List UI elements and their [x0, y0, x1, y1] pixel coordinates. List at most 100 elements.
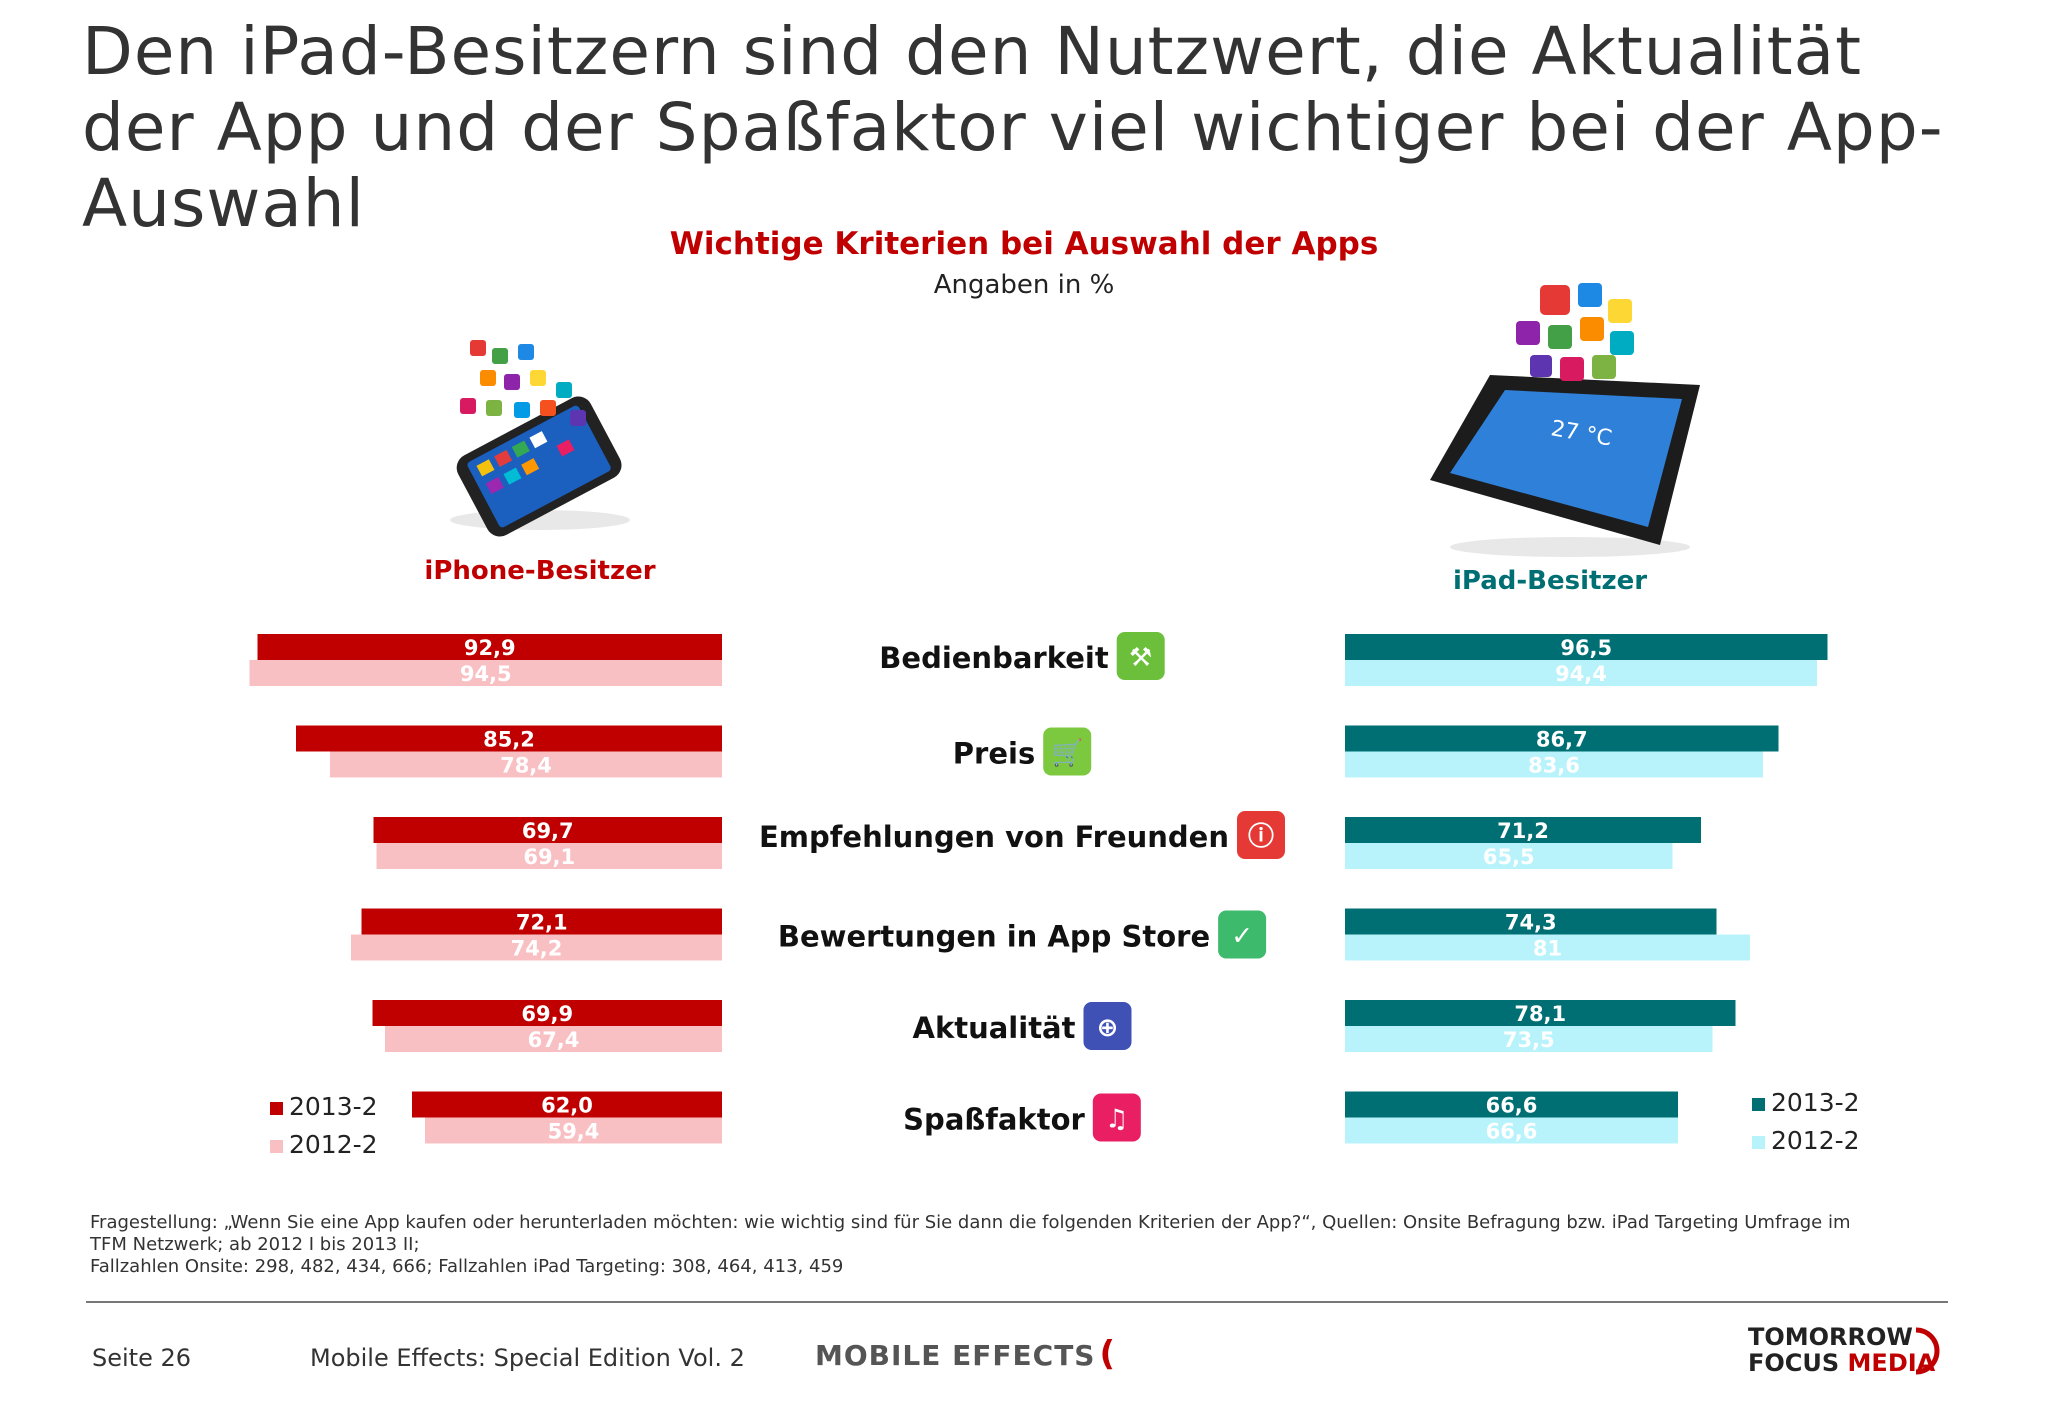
bar-ipad-2013-2: [1345, 1000, 1736, 1026]
bar-ipad-2012-2: [1345, 934, 1750, 961]
logo-bracket-icon: (: [1099, 1334, 1117, 1374]
info-icon: [1236, 811, 1285, 859]
legend-label: 2012-2: [289, 1130, 378, 1159]
mobile-effects-logo-text: MOBILE EFFECTS: [815, 1339, 1096, 1372]
data-label: 71,2: [1497, 819, 1549, 843]
footnote-line: Fallzahlen Onsite: 298, 482, 434, 666; F…: [90, 1256, 844, 1277]
legend-swatch: [1752, 1136, 1765, 1149]
tools-icon: [1116, 632, 1165, 680]
data-label: 69,1: [523, 845, 575, 869]
bar-iphone-2013-2: [257, 634, 722, 660]
data-label: 62,0: [541, 1094, 593, 1118]
music-note-icon: [1092, 1093, 1141, 1142]
bar-ipad-2012-2: [1345, 1117, 1678, 1144]
data-label: 74,3: [1505, 911, 1557, 935]
legend-swatch: [270, 1140, 283, 1153]
legend-swatch: [270, 1102, 283, 1115]
cart-icon-glyph: 🛒: [1051, 738, 1083, 769]
legend-label: 2013-2: [1771, 1088, 1860, 1117]
category-label: Spaßfaktor: [903, 1103, 1085, 1137]
cart-icon: [1043, 727, 1092, 776]
legend-ipad: 2013-2 2012-2: [1752, 1088, 1860, 1164]
bar-ipad-2012-2: [1345, 1026, 1713, 1052]
bar-ipad-2012-2: [1345, 751, 1763, 778]
data-label: 66,6: [1486, 1094, 1538, 1118]
data-label: 72,1: [516, 911, 568, 935]
bar-iphone-2012-2: [249, 660, 722, 686]
data-label: 74,2: [511, 937, 563, 961]
bar-ipad-2013-2: [1345, 817, 1701, 843]
legend-iphone: 2013-2 2012-2: [270, 1092, 378, 1168]
data-label: 65,5: [1483, 845, 1535, 869]
bar-iphone-2013-2: [373, 817, 722, 843]
ipad-illustration: 27 °C: [1430, 283, 1700, 557]
globe-icon: [1083, 1002, 1132, 1050]
bar-ipad-2013-2: [1345, 1091, 1678, 1118]
data-label: 86,7: [1536, 728, 1588, 752]
data-label: 83,6: [1528, 754, 1580, 778]
bar-ipad-2012-2: [1345, 843, 1673, 869]
chart-title: Wichtige Kriterien bei Auswahl der Apps: [669, 226, 1379, 262]
legend-swatch: [1752, 1098, 1765, 1111]
data-label: 59,4: [548, 1120, 600, 1144]
bar-iphone-2013-2: [361, 908, 722, 935]
bar-ipad-2013-2: [1345, 725, 1779, 752]
category-label: Bedienbarkeit: [879, 641, 1109, 675]
data-label: 94,4: [1555, 662, 1607, 686]
bar-iphone-2012-2: [425, 1117, 722, 1144]
legend-item: 2012-2: [270, 1130, 378, 1168]
data-label: 73,5: [1503, 1028, 1555, 1052]
data-label: 69,9: [521, 1002, 573, 1026]
chart-subtitle: Angaben in %: [933, 270, 1115, 300]
iphone-illustration: [450, 340, 630, 537]
bar-ipad-2013-2: [1345, 634, 1828, 660]
footnote: Fragestellung: „Wenn Sie eine App kaufen…: [90, 1212, 1930, 1278]
page-number: Seite 26: [92, 1344, 192, 1372]
logo-line-1: TOMORROW: [1748, 1323, 1913, 1351]
page-title: Den iPad-Besitzern sind den Nutzwert, di…: [82, 13, 1944, 242]
category-label: Empfehlungen von Freunden: [759, 820, 1229, 854]
footnote-line: TFM Netzwerk; ab 2012 I bis 2013 II;: [90, 1234, 420, 1255]
publication-title: Mobile Effects: Special Edition Vol. 2: [310, 1344, 745, 1372]
tools-icon-glyph: ⚒: [1129, 643, 1152, 673]
ipad-group-label: iPad-Besitzer: [1452, 566, 1648, 596]
legend-label: 2013-2: [289, 1092, 378, 1121]
logo-focus-text: FOCUS: [1748, 1349, 1848, 1377]
tomorrow-focus-media-logo: TOMORROW FOCUS MEDIA: [1748, 1323, 1940, 1377]
category-label: Aktualität: [913, 1011, 1076, 1045]
mobile-effects-logo: MOBILE EFFECTS(: [815, 1334, 1116, 1374]
info-icon-glyph: ⓘ: [1248, 821, 1274, 852]
checkmark-icon: [1218, 910, 1267, 959]
bar-iphone-2012-2: [376, 843, 722, 869]
bar-ipad-2013-2: [1345, 908, 1717, 935]
bar-iphone-2013-2: [296, 725, 722, 752]
data-label: 66,6: [1486, 1120, 1538, 1144]
data-label: 85,2: [483, 728, 535, 752]
music-note-icon-glyph: ♫: [1105, 1105, 1128, 1135]
legend-item: 2012-2: [1752, 1126, 1860, 1164]
bar-ipad-2012-2: [1345, 660, 1817, 686]
category-label: Bewertungen in App Store: [778, 920, 1210, 954]
data-label: 81: [1533, 937, 1562, 961]
bar-iphone-2012-2: [351, 934, 722, 961]
legend-label: 2012-2: [1771, 1126, 1860, 1155]
legend-item: 2013-2: [1752, 1088, 1860, 1126]
footnote-line: Fragestellung: „Wenn Sie eine App kaufen…: [90, 1212, 1851, 1233]
data-label: 67,4: [528, 1028, 580, 1052]
data-label: 78,1: [1514, 1002, 1566, 1026]
logo-arc-icon: [1915, 1327, 1940, 1375]
footer-divider: [86, 1301, 1948, 1303]
data-label: 96,5: [1560, 636, 1612, 660]
legend-item: 2013-2: [270, 1092, 378, 1130]
iphone-group-label: iPhone-Besitzer: [424, 556, 656, 586]
data-label: 69,7: [522, 819, 574, 843]
category-label: Preis: [953, 737, 1035, 771]
bar-chart: 92,9 85,2 69,7 72,1 69,9 62,0 94,5 78,4 69,1 74,2…: [249, 632, 1828, 1144]
data-label: 94,5: [460, 662, 512, 686]
bar-iphone-2013-2: [412, 1091, 722, 1118]
checkmark-icon-glyph: ✓: [1231, 922, 1253, 952]
data-label: 78,4: [500, 754, 552, 778]
bar-iphone-2012-2: [385, 1026, 722, 1052]
data-label: 92,9: [464, 636, 516, 660]
bar-iphone-2012-2: [330, 751, 722, 778]
